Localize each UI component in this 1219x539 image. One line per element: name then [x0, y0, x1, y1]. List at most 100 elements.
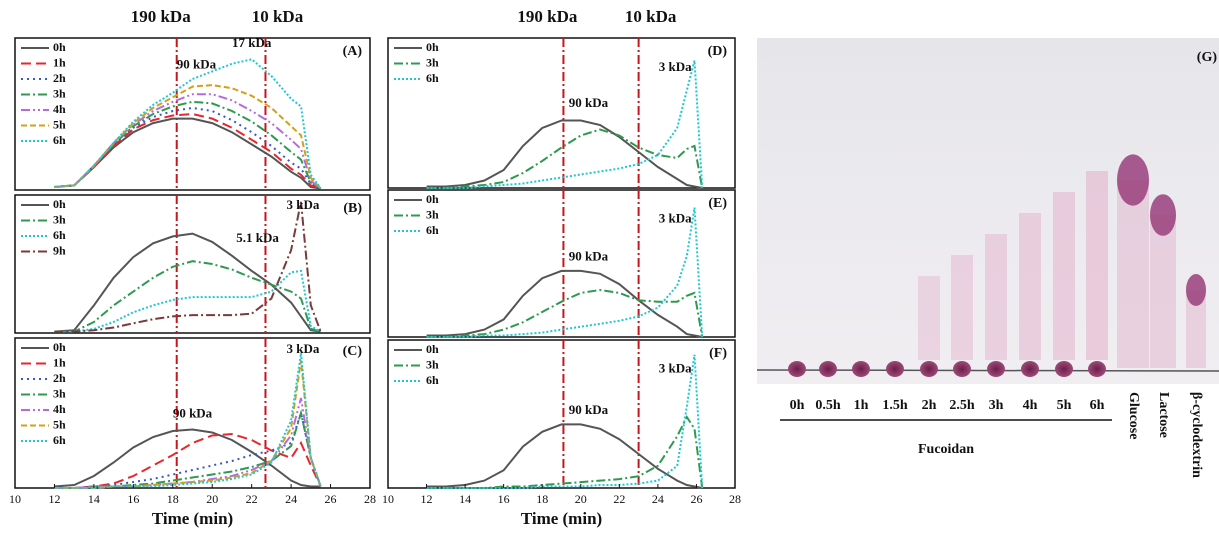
reference-label: 10 kDa [252, 7, 304, 26]
tlc-spot [1055, 361, 1073, 377]
data-line [54, 84, 322, 190]
legend-label: 6h [53, 433, 66, 447]
tlc-streak [985, 234, 1007, 360]
x-tick-label: 14 [459, 492, 471, 506]
legend-label: 0h [426, 40, 439, 54]
x-tick-label: 10 [9, 492, 21, 506]
x-tick-label: 28 [364, 492, 376, 506]
data-line [426, 119, 703, 189]
annotation: 3 kDa [287, 341, 320, 356]
annotation: 5.1 kDa [236, 230, 279, 245]
annotation: 90 kDa [177, 56, 217, 71]
legend-label: 6h [426, 223, 439, 237]
data-line [54, 432, 322, 489]
data-line [426, 269, 703, 338]
x-tick-label: 14 [88, 492, 100, 506]
x-tick-label: 20 [206, 492, 218, 506]
legend-label: 0h [53, 40, 66, 54]
panel-label: (E) [708, 196, 727, 211]
x-tick-label: 22 [613, 492, 625, 506]
data-line [54, 93, 322, 190]
legend-label: 0h [53, 340, 66, 354]
tlc-streak [1150, 215, 1176, 368]
data-line [54, 260, 321, 333]
x-tick-label: 26 [325, 492, 337, 506]
tlc-streak [1186, 290, 1206, 368]
tlc-streak [1117, 180, 1149, 368]
tlc-streak [918, 276, 940, 360]
legend-label: 0h [53, 197, 66, 211]
annotation: 90 kDa [569, 402, 609, 417]
panel-label: (C) [343, 344, 363, 359]
legend-label: 0h [426, 192, 439, 206]
lane-label: 1h [854, 398, 869, 413]
lane-label: 4h [1023, 398, 1038, 413]
legend-label: 3h [53, 386, 66, 400]
lane-label: 6h [1090, 398, 1105, 413]
data-line [54, 106, 322, 190]
annotation: 90 kDa [569, 249, 609, 264]
legend-label: 3h [426, 357, 439, 371]
x-tick-label: 24 [652, 492, 664, 506]
x-tick-label: 24 [285, 492, 297, 506]
plot-frame [387, 37, 736, 189]
tlc-spot [819, 361, 837, 377]
data-line [426, 128, 704, 189]
legend-label: 6h [53, 228, 66, 242]
tlc-spot [1117, 154, 1149, 206]
x-tick-label: 16 [498, 492, 510, 506]
x-tick-label: 18 [167, 492, 179, 506]
plot-frame [387, 339, 736, 489]
x-axis-label: Time (min) [521, 509, 602, 528]
x-tick-label: 18 [536, 492, 548, 506]
lane-label: 5h [1057, 398, 1072, 413]
data-line [54, 201, 322, 333]
plot-frame [14, 194, 371, 334]
legend-label: 3h [426, 207, 439, 221]
data-line [54, 100, 322, 190]
group-label: Fucoidan [918, 442, 974, 457]
x-tick-label: 12 [421, 492, 433, 506]
x-tick-label: 22 [246, 492, 258, 506]
tlc-spot [1021, 361, 1039, 377]
tlc-streak [1053, 192, 1075, 360]
tlc-streak [1019, 213, 1041, 360]
annotation: 90 kDa [569, 95, 609, 110]
legend-label: 1h [53, 355, 66, 369]
data-line [54, 269, 322, 333]
legend-label: 6h [53, 133, 66, 147]
data-line [426, 288, 704, 338]
lane-label: 2.5h [949, 398, 975, 413]
tlc-spot [920, 361, 938, 377]
legend-label: 2h [53, 371, 66, 385]
standard-label: Lactose [1156, 392, 1171, 438]
legend-label: 1h [53, 55, 66, 69]
legend-label: 2h [53, 71, 66, 85]
panel-label: (F) [709, 346, 727, 361]
lane-label: 1.5h [882, 398, 908, 413]
panel-label: (A) [343, 44, 363, 59]
legend-label: 0h [426, 342, 439, 356]
tlc-streak [1086, 171, 1108, 360]
panel-label: (D) [708, 44, 728, 59]
standard-label: Glucose [1126, 392, 1141, 439]
tlc-spot [987, 361, 1005, 377]
lane-label: 0h [790, 398, 805, 413]
tlc-spot [852, 361, 870, 377]
legend-label: 3h [426, 55, 439, 69]
data-line [54, 58, 322, 190]
data-line [54, 112, 321, 190]
plot-frame [387, 189, 736, 338]
reference-label: 190 kDa [131, 7, 191, 26]
annotation: 90 kDa [173, 405, 213, 420]
lane-label: 0.5h [815, 398, 841, 413]
x-tick-label: 12 [48, 492, 60, 506]
legend-label: 4h [53, 102, 66, 116]
tlc-spot [1186, 274, 1206, 306]
reference-label: 190 kDa [517, 7, 577, 26]
legend-label: 5h [53, 417, 66, 431]
x-tick-label: 28 [729, 492, 741, 506]
data-line [426, 423, 703, 489]
